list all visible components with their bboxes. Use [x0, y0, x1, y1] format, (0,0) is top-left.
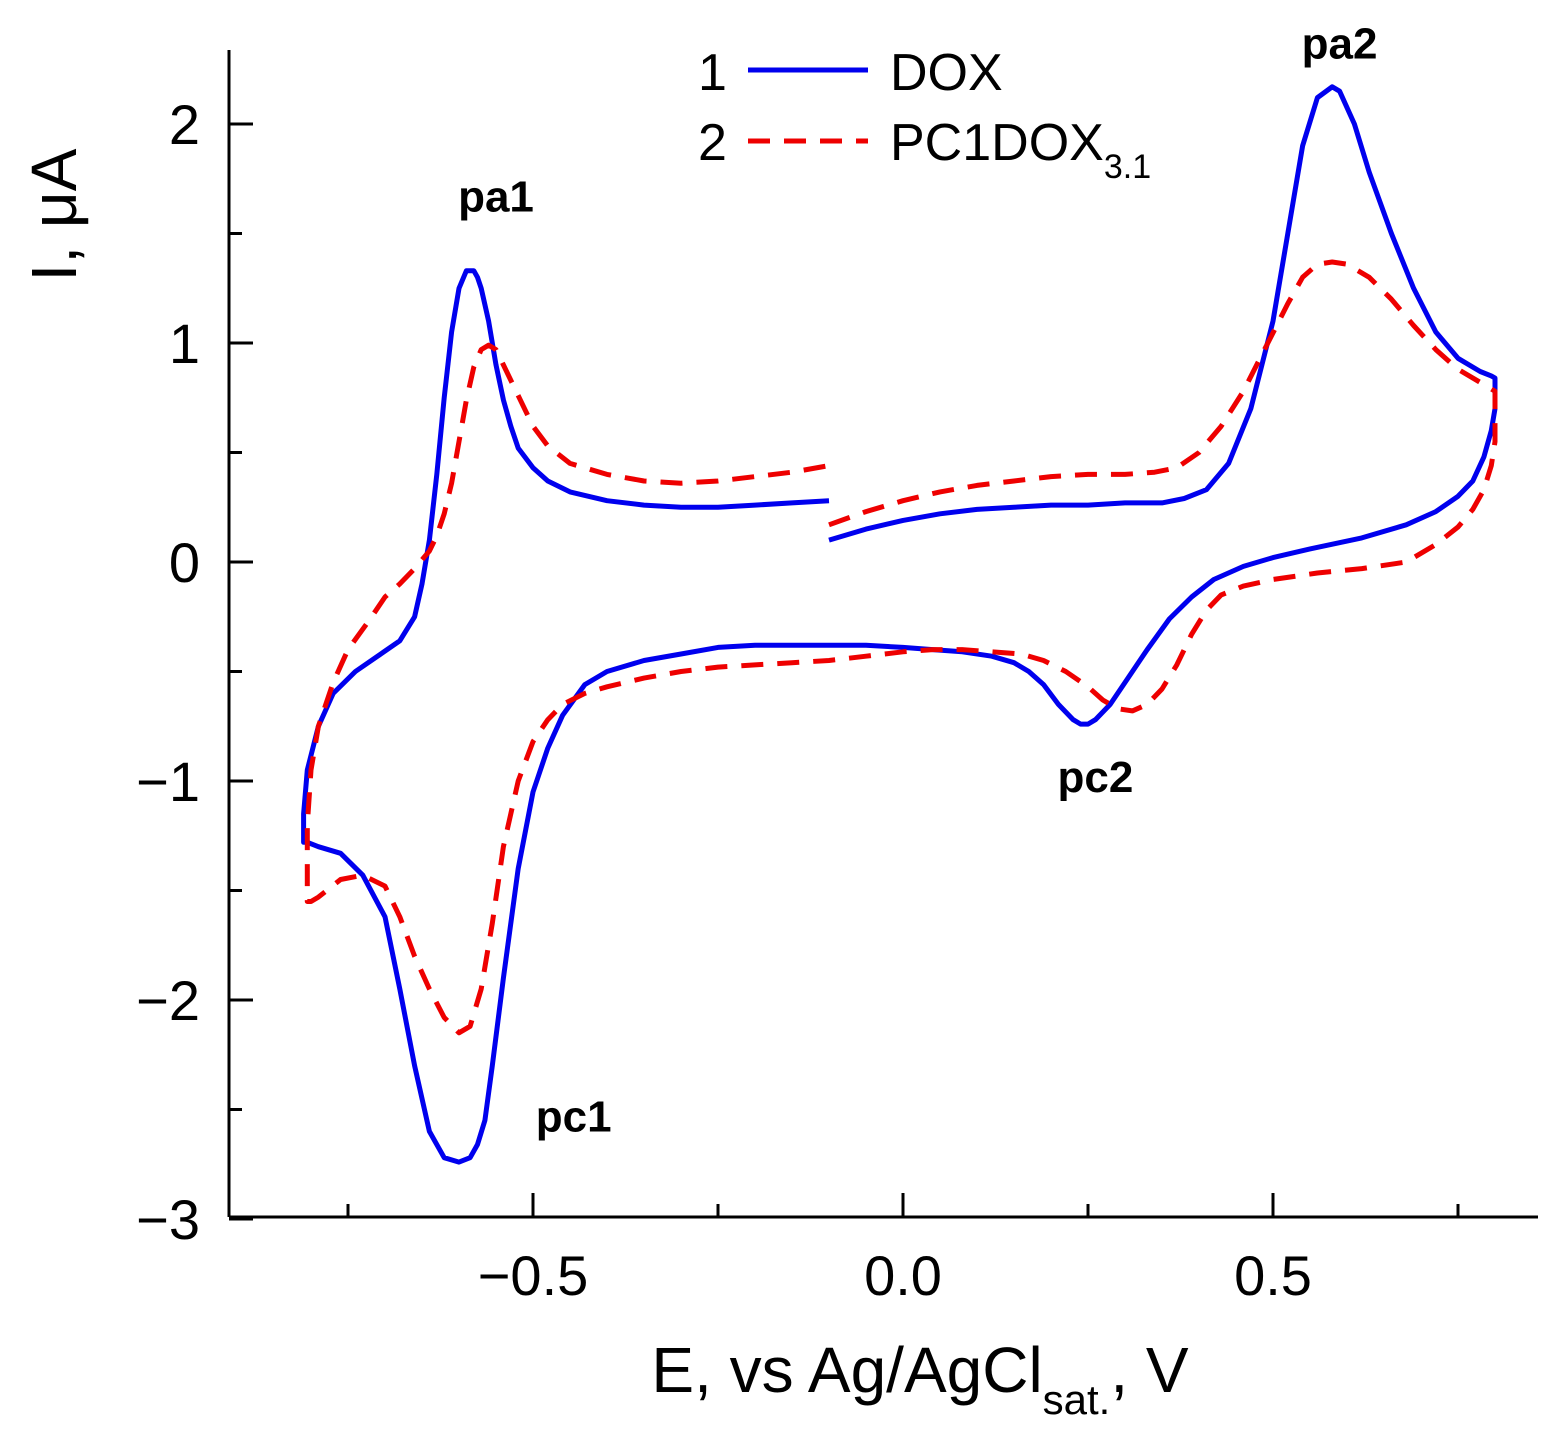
peak-label-pc2: pc2: [1057, 753, 1133, 802]
legend-number-1: 1: [698, 44, 727, 102]
y-tick-label: −3: [136, 1188, 200, 1251]
y-tick-label: −1: [136, 750, 200, 813]
series-dox-curve: [301, 84, 1498, 1165]
axes: [227, 50, 1538, 1219]
legend-label-dox: DOX: [890, 44, 1003, 102]
series-pc1dox-curve: [304, 259, 1498, 1036]
tick-labels: −0.5 0.0 0.5 −3 −2 −1 0 1 2: [136, 93, 1312, 1307]
x-tick-label: 0.0: [864, 1244, 942, 1307]
legend-label-pc1dox-subscript: 3.1: [1104, 148, 1151, 186]
y-tick-label: 1: [169, 312, 200, 375]
y-tick-label: −2: [136, 969, 200, 1032]
x-axis-title-main: E, vs Ag/AgCl: [651, 1334, 1042, 1406]
x-axis-title-subscript: sat.: [1043, 1376, 1111, 1423]
x-tick-label: −0.5: [478, 1244, 589, 1307]
legend-label-pc1dox-main: PC1DOX: [890, 114, 1104, 172]
legend-label-pc1dox: PC1DOX3.1: [890, 114, 1151, 186]
ticks: [229, 122, 1460, 1221]
y-axis-title: I, μA: [18, 148, 90, 281]
y-tick-label: 2: [169, 93, 200, 156]
peak-label-pa2: pa2: [1302, 19, 1378, 68]
legend-number-2: 2: [698, 114, 727, 172]
x-axis-title: E, vs Ag/AgClsat., V: [651, 1334, 1189, 1423]
x-tick-label: 0.5: [1234, 1244, 1312, 1307]
peak-annotations: pa1 pa2 pc1 pc2: [458, 19, 1377, 1141]
peak-label-pc1: pc1: [536, 1092, 612, 1141]
x-axis-title-suffix: , V: [1110, 1334, 1189, 1406]
curves: [301, 84, 1498, 1165]
legend: 1 DOX 2 PC1DOX3.1: [698, 44, 1151, 186]
peak-label-pa1: pa1: [458, 173, 534, 222]
y-tick-label: 0: [169, 531, 200, 594]
